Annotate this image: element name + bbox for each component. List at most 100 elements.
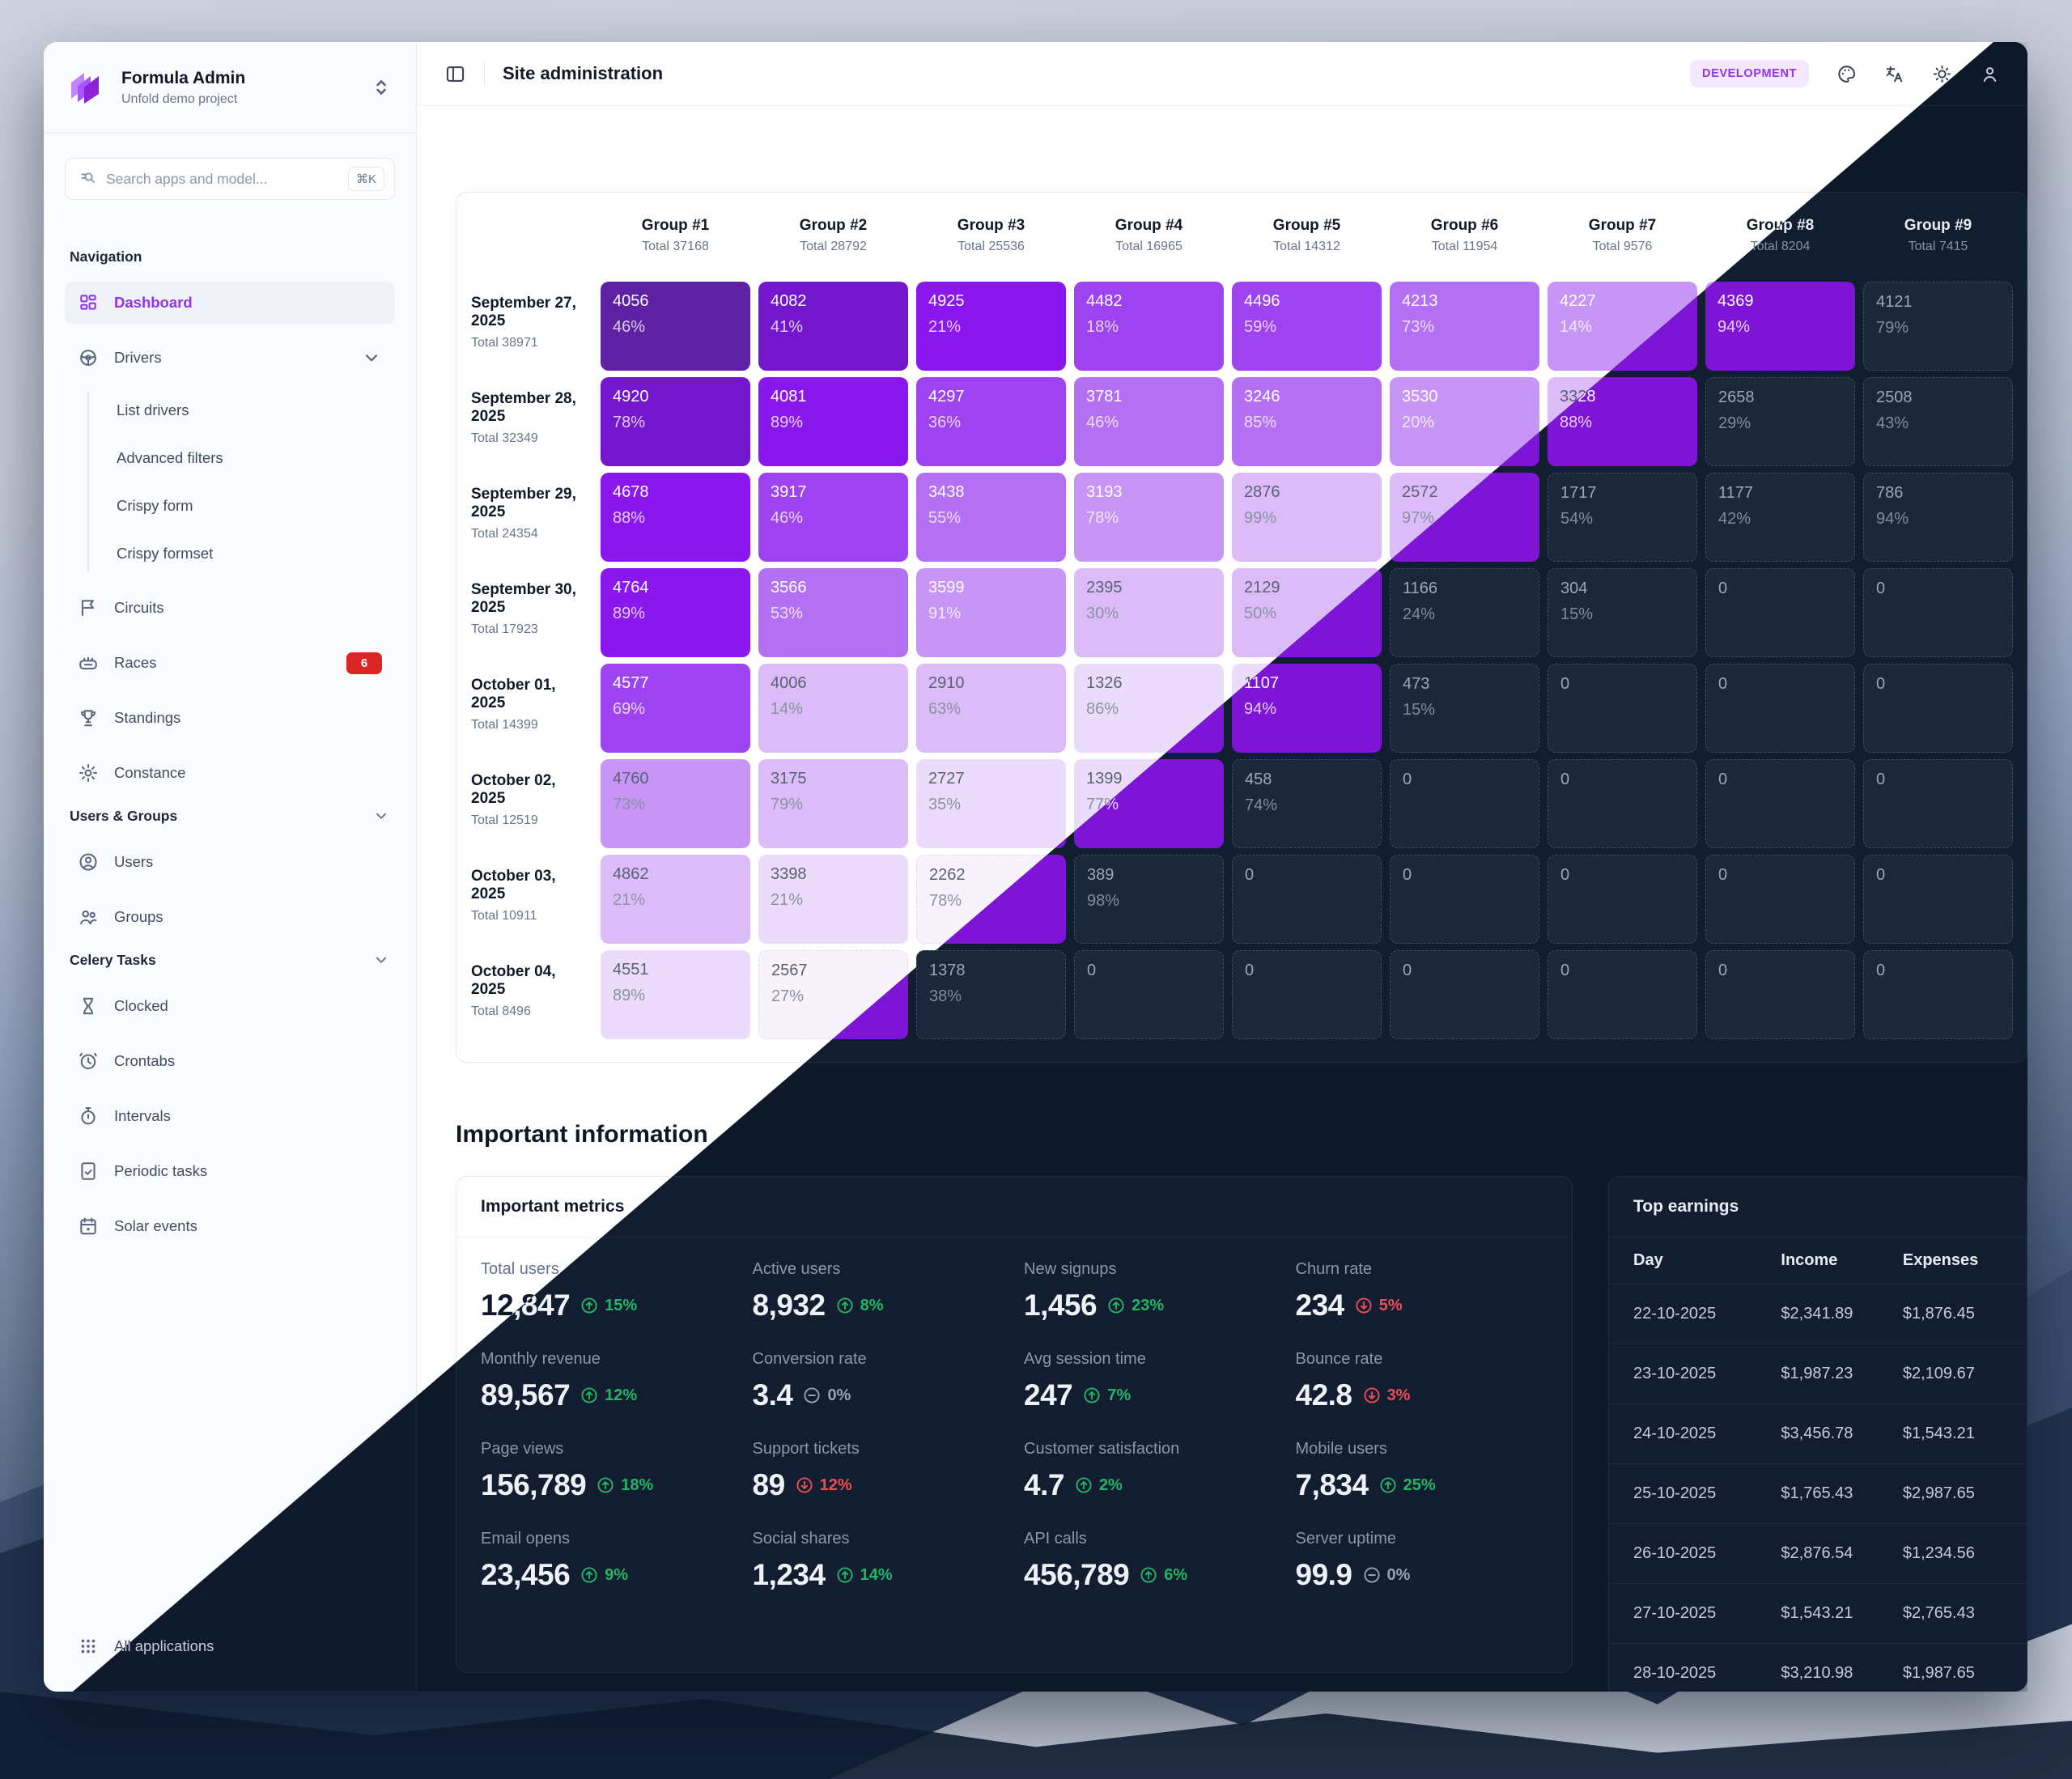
heatmap-cell[interactable]: 1717 54%: [1548, 473, 1697, 562]
heatmap-cell[interactable]: 3193 78%: [1074, 473, 1224, 562]
heatmap-cell[interactable]: 0: [1390, 855, 1539, 944]
earnings-row[interactable]: 28-10-2025 $3,210.98 $1,987.65: [1609, 1644, 2027, 1692]
heatmap-cell[interactable]: 1166 24%: [1390, 568, 1539, 657]
heatmap-cell[interactable]: 3917 46%: [758, 473, 908, 562]
user-icon[interactable]: [1980, 64, 2000, 84]
sidebar-item-groups[interactable]: Groups: [65, 896, 395, 938]
earnings-row[interactable]: 22-10-2025 $2,341.89 $1,876.45: [1609, 1284, 2027, 1344]
sidebar-item-drivers[interactable]: Drivers: [65, 337, 395, 379]
heatmap-cell[interactable]: 4482 18%: [1074, 282, 1224, 371]
heatmap-cell[interactable]: 2727 35%: [916, 759, 1066, 848]
heatmap-cell[interactable]: 0: [1863, 950, 2013, 1039]
heatmap-cell[interactable]: 0: [1548, 664, 1697, 753]
heatmap-cell[interactable]: 3599 91%: [916, 568, 1066, 657]
earnings-row[interactable]: 26-10-2025 $2,876.54 $1,234.56: [1609, 1524, 2027, 1584]
heatmap-cell[interactable]: 1107 94%: [1232, 664, 1382, 753]
heatmap-cell[interactable]: 3566 53%: [758, 568, 908, 657]
heatmap-cell[interactable]: 1378 38%: [916, 950, 1066, 1039]
sidebar-subitem-crispy-form[interactable]: Crispy form: [117, 487, 395, 524]
earnings-row[interactable]: 23-10-2025 $1,987.23 $2,109.67: [1609, 1344, 2027, 1404]
heatmap-cell[interactable]: 0: [1705, 855, 1855, 944]
metric-active-users: Active users 8,932 8%: [753, 1260, 1005, 1323]
heatmap-cell[interactable]: 0: [1705, 568, 1855, 657]
earnings-row[interactable]: 25-10-2025 $1,765.43 $2,987.65: [1609, 1464, 2027, 1524]
earnings-row[interactable]: 27-10-2025 $1,543.21 $2,765.43: [1609, 1584, 2027, 1644]
heatmap-cell[interactable]: 0: [1074, 950, 1224, 1039]
sidebar-item-solar-events[interactable]: Solar events: [65, 1205, 395, 1247]
heatmap-cell[interactable]: 3438 55%: [916, 473, 1066, 562]
heatmap-cell[interactable]: 2876 99%: [1232, 473, 1382, 562]
heatmap-cell[interactable]: 4369 94%: [1705, 282, 1855, 371]
heatmap-cell[interactable]: 0: [1548, 759, 1697, 848]
heatmap-cell[interactable]: 4121 79%: [1863, 282, 2013, 371]
heatmap-cell[interactable]: 4082 41%: [758, 282, 908, 371]
heatmap-cell[interactable]: 4925 21%: [916, 282, 1066, 371]
trend-up: [596, 1475, 615, 1495]
heatmap-cell[interactable]: 0: [1390, 950, 1539, 1039]
sidebar-item-standings[interactable]: Standings: [65, 697, 395, 739]
sidebar-subitem-list-drivers[interactable]: List drivers: [117, 392, 395, 429]
heatmap-cell[interactable]: 0: [1232, 950, 1382, 1039]
heatmap-cell[interactable]: 0: [1863, 568, 2013, 657]
heatmap-cell[interactable]: 4760 73%: [601, 759, 750, 848]
heatmap-cell[interactable]: 4496 59%: [1232, 282, 1382, 371]
heatmap-cell[interactable]: 0: [1863, 664, 2013, 753]
heatmap-cell[interactable]: 0: [1705, 664, 1855, 753]
sidebar-item-intervals[interactable]: Intervals: [65, 1095, 395, 1137]
heatmap-cell[interactable]: 3781 46%: [1074, 377, 1224, 466]
sidebar-item-users[interactable]: Users: [65, 841, 395, 883]
heatmap-cell[interactable]: 0: [1548, 950, 1697, 1039]
heatmap-cell[interactable]: 0: [1863, 855, 2013, 944]
heatmap-cell[interactable]: 4577 69%: [601, 664, 750, 753]
heatmap-cell[interactable]: 4213 73%: [1390, 282, 1539, 371]
heatmap-cell[interactable]: 4551 89%: [601, 950, 750, 1039]
sidebar-item-crontabs[interactable]: Crontabs: [65, 1040, 395, 1082]
heatmap-cell[interactable]: 4081 89%: [758, 377, 908, 466]
heatmap-cell[interactable]: 4006 14%: [758, 664, 908, 753]
heatmap-cell[interactable]: 3530 20%: [1390, 377, 1539, 466]
heatmap-cell[interactable]: 2395 30%: [1074, 568, 1224, 657]
sidebar-section-label[interactable]: Celery Tasks: [70, 951, 390, 969]
sidebar-subitem-crispy-formset[interactable]: Crispy formset: [117, 535, 395, 572]
heatmap-cell[interactable]: 3246 85%: [1232, 377, 1382, 466]
sidebar-item-periodic-tasks[interactable]: Periodic tasks: [65, 1150, 395, 1192]
sidebar-subitem-advanced-filters[interactable]: Advanced filters: [117, 439, 395, 477]
heatmap-cell[interactable]: 0: [1705, 950, 1855, 1039]
trend-up: [580, 1386, 599, 1405]
heatmap-cell[interactable]: 4862 21%: [601, 855, 750, 944]
palette-icon[interactable]: [1836, 64, 1857, 84]
heatmap-cell[interactable]: 3175 79%: [758, 759, 908, 848]
sidebar-item-constance[interactable]: Constance: [65, 752, 395, 794]
heatmap-cell[interactable]: 4056 46%: [601, 282, 750, 371]
heatmap-cell[interactable]: 4297 36%: [916, 377, 1066, 466]
search-input[interactable]: [98, 170, 348, 188]
sidebar-item-dashboard[interactable]: Dashboard: [65, 282, 395, 324]
sidebar-section-label[interactable]: Users & Groups: [70, 807, 390, 825]
sidebar-item-circuits[interactable]: Circuits: [65, 587, 395, 629]
translate-icon[interactable]: [1884, 64, 1904, 84]
heatmap-cell[interactable]: 0: [1548, 855, 1697, 944]
heatmap-cell[interactable]: 4678 88%: [601, 473, 750, 562]
earnings-row[interactable]: 24-10-2025 $3,456.78 $1,543.21: [1609, 1404, 2027, 1464]
sidebar-item-races[interactable]: Races 6: [65, 642, 395, 684]
sun-icon[interactable]: [1932, 64, 1952, 84]
heatmap-cell[interactable]: 2508 43%: [1863, 377, 2013, 466]
heatmap-cell[interactable]: 2910 63%: [916, 664, 1066, 753]
heatmap-cell[interactable]: 0: [1390, 759, 1539, 848]
heatmap-cell[interactable]: 3398 21%: [758, 855, 908, 944]
heatmap-cell[interactable]: 0: [1232, 855, 1382, 944]
heatmap-cell[interactable]: 4920 78%: [601, 377, 750, 466]
heatmap-cell[interactable]: 1177 42%: [1705, 473, 1855, 562]
heatmap-cell[interactable]: 4764 89%: [601, 568, 750, 657]
heatmap-cell[interactable]: 0: [1705, 759, 1855, 848]
heatmap-cell[interactable]: 2658 29%: [1705, 377, 1855, 466]
heatmap-cell[interactable]: 0: [1863, 759, 2013, 848]
workspace-switcher-button[interactable]: [369, 75, 393, 100]
panel-left-icon[interactable]: [444, 63, 466, 85]
sidebar-item-clocked[interactable]: Clocked: [65, 985, 395, 1027]
